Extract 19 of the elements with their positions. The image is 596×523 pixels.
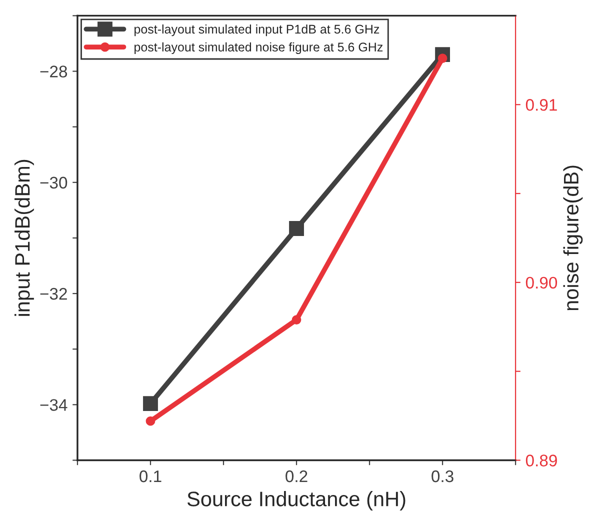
y2-axis-title: noise figure(dB): [563, 166, 583, 310]
y-tick-label: −30: [40, 176, 68, 189]
x-tick-label: 0.2: [286, 470, 308, 482]
x-axis-title: Source Inductance (nH): [187, 491, 406, 510]
legend-label: post-layout simulated noise figure at 5.6 GHz: [134, 42, 383, 54]
y-tick-label: −34: [40, 399, 68, 411]
point: [146, 416, 156, 426]
y2-tick-label: 0.89: [526, 454, 557, 466]
y-tick-label: −28: [40, 66, 68, 78]
y2-tick-label: 0.91: [526, 99, 557, 111]
y-axis-title: input P1dB(dBm): [14, 160, 34, 316]
x-tick-label: 0.3: [432, 470, 454, 482]
y2-tick-label: 0.90: [526, 276, 558, 289]
point: [143, 396, 158, 412]
legend-label: post-layout simulated input P1dB at 5.6 GHz: [134, 24, 380, 36]
x-tick-label: 0.1: [140, 470, 162, 482]
point: [289, 221, 304, 236]
point: [292, 315, 302, 324]
y-tick-label: −32: [40, 288, 67, 300]
